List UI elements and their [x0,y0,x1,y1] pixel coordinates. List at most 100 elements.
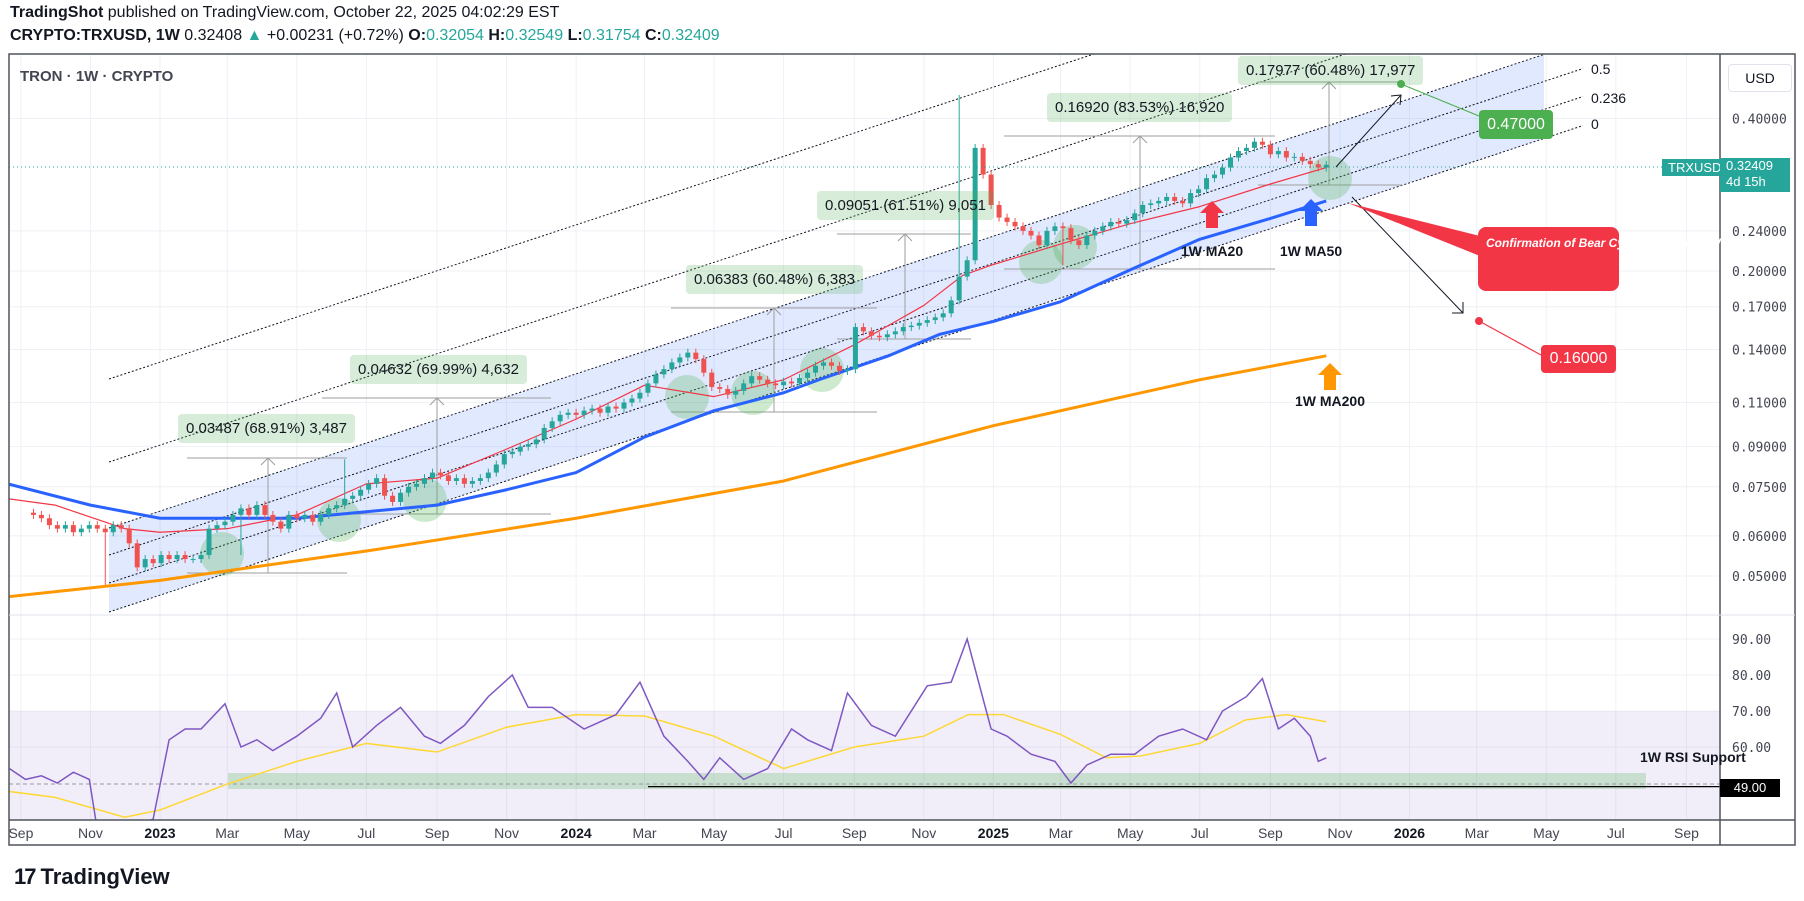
candle[interactable] [773,379,779,390]
candle[interactable] [1220,163,1226,179]
candle[interactable] [366,479,372,494]
candle[interactable] [725,385,731,399]
channel-line[interactable] [108,42,1583,529]
candle[interactable] [805,368,811,382]
candle[interactable] [1172,193,1178,205]
candle[interactable] [701,355,707,377]
candle[interactable] [1028,226,1034,240]
candle[interactable] [781,377,787,390]
candle[interactable] [996,201,1002,222]
candle[interactable] [956,95,962,305]
candle[interactable] [238,504,244,556]
candle[interactable] [206,524,212,560]
candle[interactable] [390,491,396,506]
candle[interactable] [1004,213,1010,226]
candle[interactable] [685,348,691,362]
candle[interactable] [1052,222,1058,235]
target-down-label[interactable]: 0.16000 [1541,345,1616,373]
candle[interactable] [669,358,675,374]
candle[interactable] [78,524,84,537]
support-touch-circle[interactable] [665,375,709,419]
candle[interactable] [150,555,156,568]
candle[interactable] [916,318,922,330]
support-touch-circle[interactable] [403,478,447,522]
candle[interactable] [485,468,491,483]
candle[interactable] [174,551,180,564]
candle[interactable] [860,323,866,336]
price-range-tool[interactable] [1004,135,1275,270]
candle[interactable] [1315,160,1321,172]
candle[interactable] [318,510,324,526]
candle[interactable] [382,474,388,500]
candle[interactable] [677,353,683,367]
rsi-pane[interactable] [0,636,1720,830]
bear-cycle-callout[interactable]: Confirmation of Bear Cycle below the 1W … [1478,227,1756,291]
candle[interactable] [1291,152,1297,162]
candle[interactable] [126,524,132,548]
candle[interactable] [868,327,874,340]
candle[interactable] [541,424,547,444]
price-range-measure[interactable]: 0.09051 (61.51%) 9,051 [817,191,994,220]
candle[interactable] [437,468,443,480]
candle[interactable] [254,501,260,519]
candle[interactable] [414,479,420,491]
candle[interactable] [1164,193,1170,205]
candle[interactable] [166,551,172,564]
candle[interactable] [54,521,60,533]
candle[interactable] [358,485,364,500]
target-up-dot[interactable] [1397,80,1405,88]
candle[interactable] [38,510,44,523]
channel-line[interactable] [108,125,1584,613]
candle[interactable] [286,510,292,533]
candle[interactable] [940,309,946,322]
candle[interactable] [230,510,236,526]
candle[interactable] [182,551,188,564]
candle[interactable] [876,331,882,342]
candle[interactable] [158,551,164,568]
candle[interactable] [988,170,994,209]
candle[interactable] [246,504,252,519]
candle[interactable] [629,394,635,407]
candle[interactable] [350,491,356,503]
candle[interactable] [908,321,914,332]
candle[interactable] [1060,222,1066,266]
price-range-measure[interactable]: 0.06383 (60.48%) 6,383 [686,265,863,294]
price-range-measure[interactable]: 0.03487 (68.91%) 3,487 [178,414,355,443]
candle[interactable] [118,521,124,533]
candle[interactable] [964,256,970,281]
candle[interactable] [326,504,332,519]
candle[interactable] [1275,147,1281,159]
candle[interactable] [613,402,619,413]
candle[interactable] [94,521,100,533]
support-touch-circle[interactable] [1308,156,1352,200]
author-name[interactable]: TradingShot [10,4,104,21]
candle[interactable] [1084,231,1090,250]
candle[interactable] [1204,174,1210,194]
candle[interactable] [1124,216,1130,228]
candle[interactable] [924,316,930,327]
candle[interactable] [294,510,300,523]
candle[interactable] [134,539,140,572]
projection-down-arrow[interactable] [1351,196,1464,314]
candle[interactable] [102,524,108,585]
candle[interactable] [1140,201,1146,218]
support-touch-circle[interactable] [800,348,844,392]
candle[interactable] [749,372,755,388]
candle[interactable] [1068,224,1074,245]
candle[interactable] [374,474,380,488]
candle[interactable] [445,471,451,485]
candle[interactable] [461,474,467,488]
candle[interactable] [501,450,507,469]
candle[interactable] [214,521,220,533]
candle[interactable] [1132,209,1138,225]
candle[interactable] [653,370,659,388]
candle[interactable] [1227,153,1233,172]
candle[interactable] [1092,226,1098,240]
candle[interactable] [884,330,890,342]
candle[interactable] [342,459,348,510]
candle[interactable] [1212,170,1218,183]
price-range-tool[interactable] [837,233,971,340]
candle[interactable] [1188,189,1194,208]
candle[interactable] [1020,222,1026,235]
